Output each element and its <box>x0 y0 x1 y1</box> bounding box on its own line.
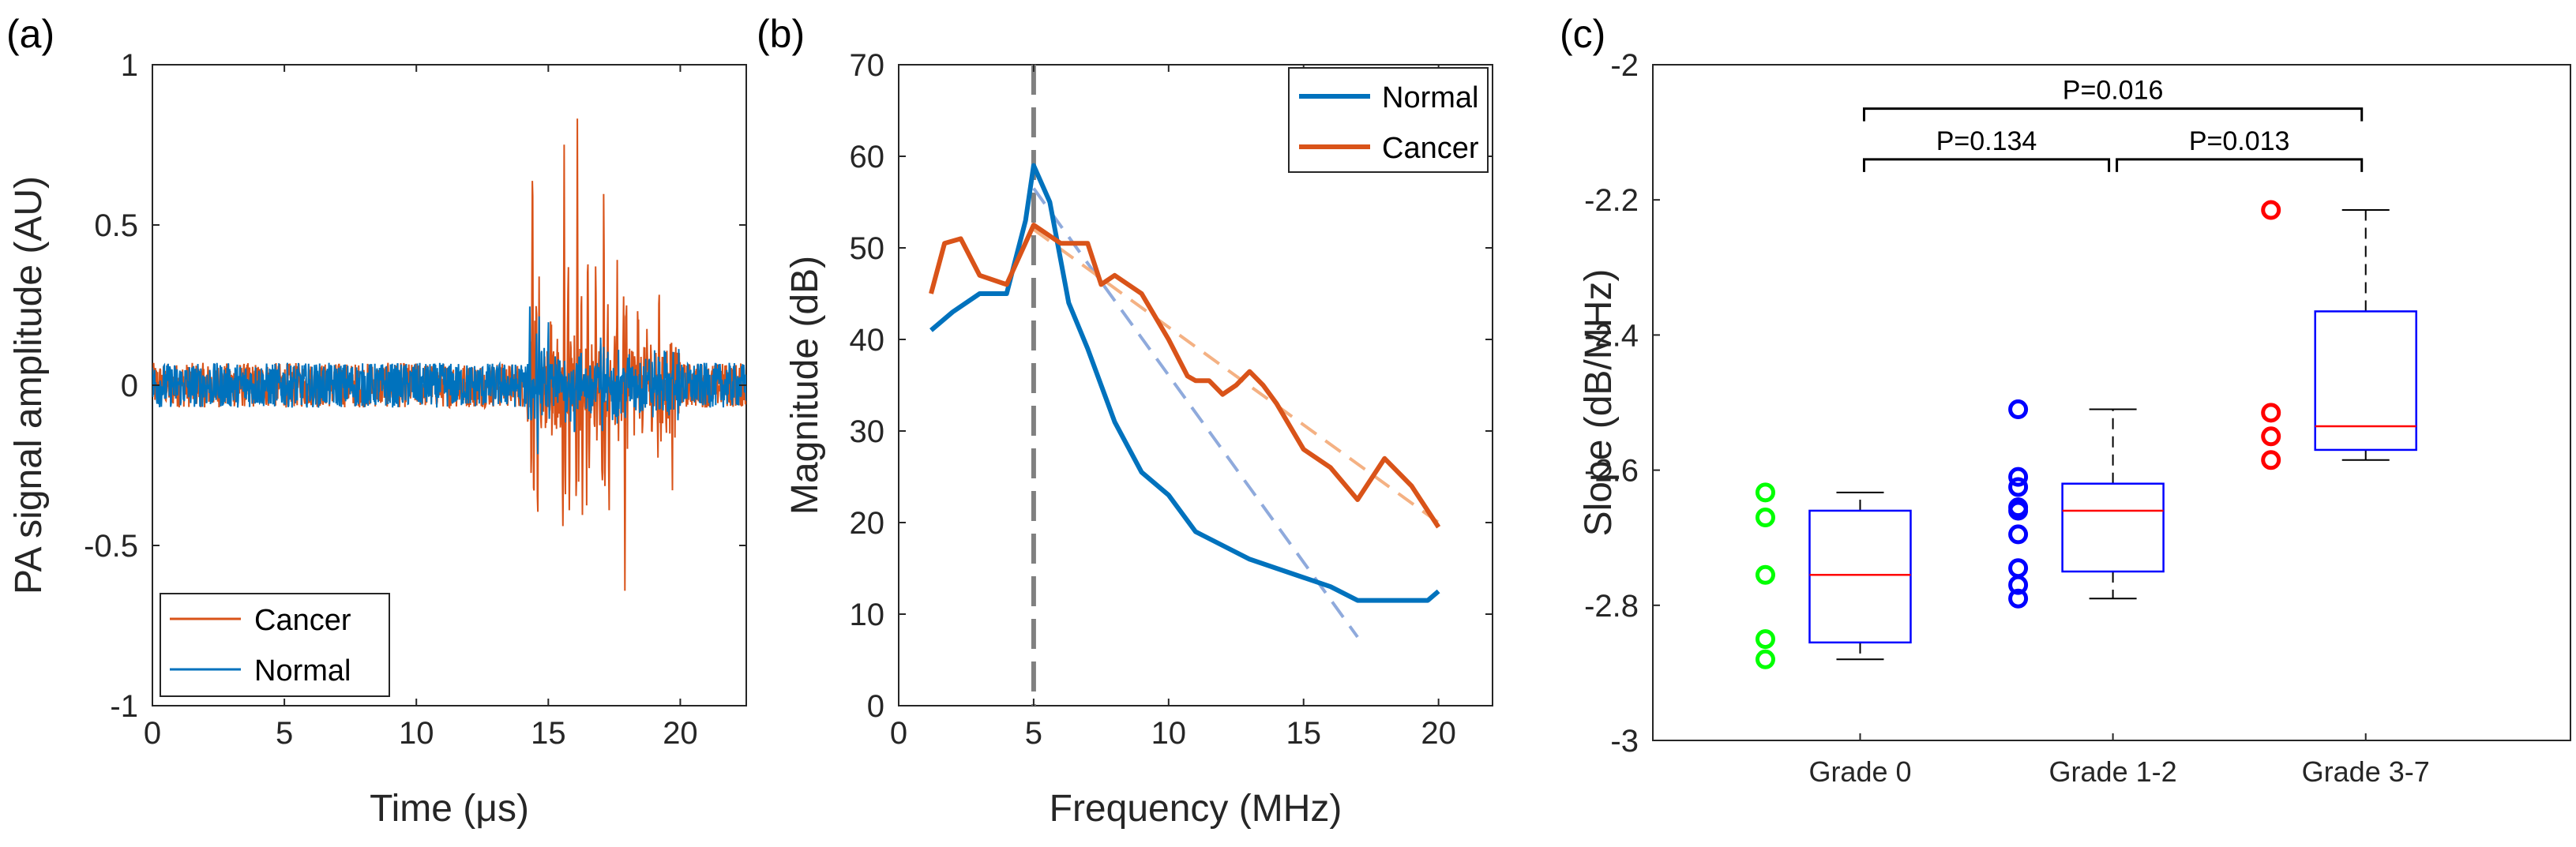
data-point <box>2008 588 2029 609</box>
panel-a-ticks: 0 5 10 15 20 -1 -0.5 0 0.5 1 <box>84 48 746 751</box>
bracket-line <box>2116 158 2364 172</box>
y-tick-label: -2.4 <box>1584 318 1639 353</box>
panel-b-ylabel: Magnitude (dB) <box>784 256 826 515</box>
panel-b-legend-box <box>1288 67 1489 173</box>
y-tick-label: 0 <box>121 369 138 403</box>
data-point <box>1755 564 1775 585</box>
panel-a: (a) 0 5 10 15 20 -1 -0.5 0 0.5 1 Time (μs) PA sig… <box>6 12 747 830</box>
y-tick-label: 50 <box>850 231 885 266</box>
panel-b: (b) 0 5 10 15 20 0 10 20 30 40 50 60 70 Frequency (M… <box>757 12 1493 830</box>
panel-c-plot: P=0.016 P=0.134 P=0.013 <box>1755 76 2417 669</box>
data-point <box>1755 482 1775 503</box>
legend-label-cancer: Cancer <box>254 604 351 637</box>
data-point <box>2008 467 2029 487</box>
significance-bracket: P=0.134 <box>1862 126 2111 172</box>
data-point <box>2008 575 2029 595</box>
bracket-line <box>1862 107 2364 122</box>
panel-b-label: (b) <box>757 12 805 56</box>
panel-b-ticks: 0 5 10 15 20 0 10 20 30 40 50 60 70 <box>850 48 1493 751</box>
p-value-label: P=0.134 <box>1936 126 2037 156</box>
y-tick-label: -1 <box>110 689 138 724</box>
x-category-label: Grade 0 <box>1808 755 1911 788</box>
data-point <box>2261 403 2281 423</box>
panel-a-ylabel: PA signal amplitude (AU) <box>8 176 50 594</box>
y-tick-label: -2.2 <box>1584 183 1639 218</box>
y-tick-label: -2.8 <box>1584 589 1639 624</box>
panel-c-ticks: Grade 0 Grade 1-2 Grade 3-7 -3 -2.8 -2.6 -2.4 -… <box>1584 48 2430 788</box>
x-category-label: Grade 3-7 <box>2302 755 2430 788</box>
panel-b-plot <box>929 65 1441 706</box>
data-point <box>2008 524 2029 545</box>
data-point <box>1755 629 1775 650</box>
y-tick-label: -0.5 <box>84 529 138 564</box>
series-line-cancer <box>929 223 1441 529</box>
x-tick-label: 15 <box>1286 716 1321 751</box>
y-tick-label: 0 <box>867 689 884 724</box>
y-tick-label: 60 <box>850 140 885 174</box>
panel-a-plot <box>152 118 746 591</box>
box-iqr <box>1808 509 1912 644</box>
p-value-label: P=0.013 <box>2189 126 2290 156</box>
y-tick-label: -2.6 <box>1584 454 1639 489</box>
x-tick-label: 0 <box>890 716 907 751</box>
x-tick-label: 20 <box>663 716 698 751</box>
y-tick-label: 1 <box>121 48 138 83</box>
x-tick-label: 5 <box>276 716 293 751</box>
fit-line <box>1032 228 1440 524</box>
significance-bracket: P=0.016 <box>1862 76 2364 122</box>
data-point <box>2261 200 2281 220</box>
panel-a-series <box>152 118 746 591</box>
x-tick-label: 10 <box>1151 716 1187 751</box>
legend-label-cancer: Cancer <box>1382 132 1479 165</box>
fit-line <box>1032 187 1359 639</box>
panel-a-legend: Cancer Normal <box>160 593 390 697</box>
series-line-normal <box>929 163 1440 603</box>
x-category-label: Grade 1-2 <box>2049 755 2177 788</box>
box-grade-3-7 <box>2261 200 2417 470</box>
x-tick-label: 0 <box>144 716 161 751</box>
y-tick-label: 70 <box>850 48 885 83</box>
y-tick-label: 20 <box>850 506 885 541</box>
panel-c-label: (c) <box>1560 12 1605 56</box>
data-point <box>2261 426 2281 447</box>
data-point <box>1755 508 1775 528</box>
panel-c-ylabel: Slope (dB/MHz) <box>1578 269 1620 537</box>
y-tick-label: 0.5 <box>94 208 138 243</box>
bracket-line <box>1862 158 2111 172</box>
data-point <box>2261 450 2281 470</box>
y-tick-label: -2 <box>1610 48 1639 83</box>
legend-label-normal: Normal <box>1382 81 1478 114</box>
box-grade-0 <box>1755 482 1912 669</box>
y-tick-label: 30 <box>850 414 885 449</box>
data-point <box>2008 399 2029 420</box>
panel-b-xlabel: Frequency (MHz) <box>1050 788 1342 830</box>
box-grade-1-2 <box>2008 399 2165 609</box>
y-tick-label: 10 <box>850 598 885 632</box>
box-iqr <box>2314 310 2417 452</box>
data-point <box>2008 477 2029 497</box>
p-value-label: P=0.016 <box>2063 76 2164 106</box>
x-tick-label: 15 <box>531 716 566 751</box>
x-tick-label: 5 <box>1025 716 1042 751</box>
series-line-normal <box>152 306 746 455</box>
panel-a-xlabel: Time (μs) <box>370 788 529 830</box>
data-point <box>1755 649 1775 669</box>
y-tick-label: -3 <box>1610 724 1639 759</box>
panel-a-label: (a) <box>6 12 54 56</box>
x-tick-label: 10 <box>399 716 434 751</box>
data-point <box>2008 500 2029 521</box>
panel-c-plot-area <box>1652 64 2571 741</box>
panel-b-legend: Normal Cancer <box>1288 67 1489 173</box>
y-tick-label: 40 <box>850 323 885 358</box>
significance-bracket: P=0.013 <box>2116 126 2364 172</box>
box-iqr <box>2061 482 2165 573</box>
x-tick-label: 20 <box>1421 716 1456 751</box>
legend-label-normal: Normal <box>254 654 351 688</box>
panel-a-legend-box <box>160 593 390 697</box>
panel-c: (c) P=0.016 P=0.134 P=0.013 Grade 0 Grade 1… <box>1560 12 2571 788</box>
